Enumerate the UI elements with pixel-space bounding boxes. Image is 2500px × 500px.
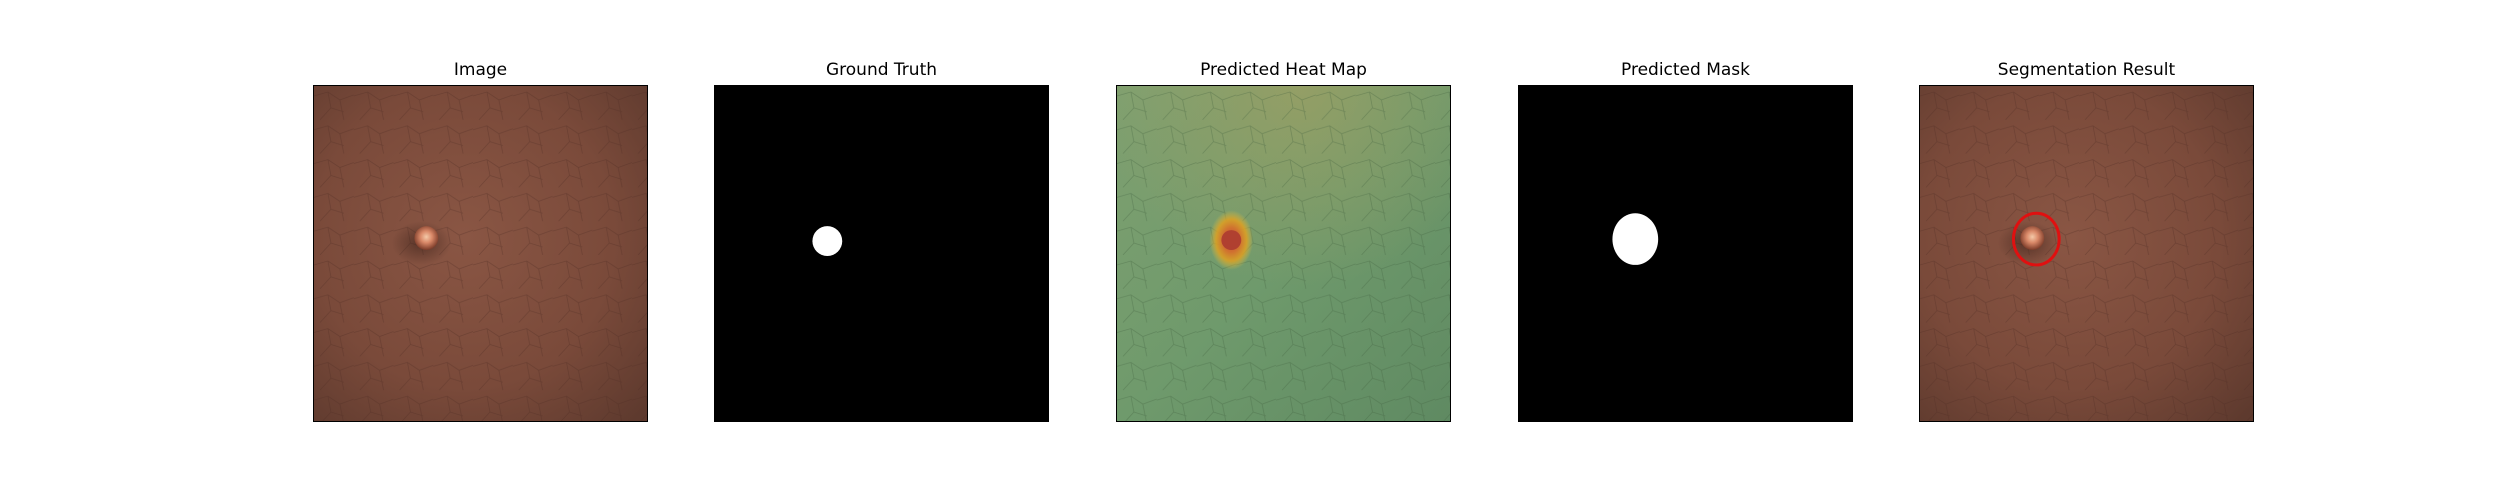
panel-title-ground-truth: Ground Truth	[825, 60, 938, 80]
panel-title-heat-map: Predicted Heat Map	[1200, 60, 1367, 80]
predicted-mask-image	[1519, 86, 1852, 421]
segmentation-result-image	[1920, 86, 2253, 421]
leather-texture-image	[314, 86, 647, 421]
panel-title-segmentation-result: Segmentation Result	[1997, 60, 2176, 80]
panel-title-predicted-mask: Predicted Mask	[1621, 60, 1750, 80]
leather-photo	[313, 85, 648, 422]
panel-title-image: Image	[453, 60, 508, 80]
predicted-mask	[1518, 85, 1853, 422]
heat-map-image	[1117, 86, 1450, 421]
heat-map-overlay	[1116, 85, 1451, 422]
ground-truth-mask	[714, 85, 1049, 422]
segmentation-result	[1919, 85, 2254, 422]
ground-truth-mask-image	[715, 86, 1048, 421]
segmentation-outline	[2011, 211, 2061, 267]
